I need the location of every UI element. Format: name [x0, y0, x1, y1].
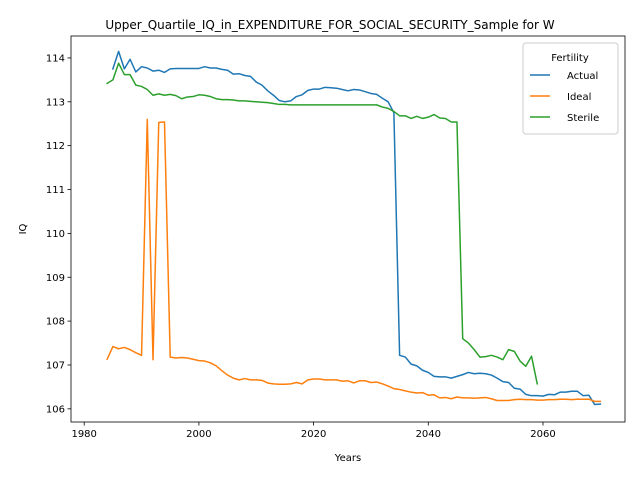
- y-tick-label: 108: [46, 317, 65, 328]
- x-tick-label: 2060: [530, 429, 555, 440]
- series-line-actual: [111, 50, 602, 406]
- x-axis-label: Years: [334, 453, 361, 464]
- x-tick-label: 2020: [301, 429, 326, 440]
- x-tick-label: 1980: [71, 429, 96, 440]
- y-axis-label: IQ: [18, 223, 29, 234]
- legend-label-actual: Actual: [567, 71, 598, 82]
- y-tick-label: 111: [46, 185, 65, 196]
- axes-layer: 1980 2000 2020 2040 2060 106 107 108 109 110 111 11…: [46, 35, 626, 440]
- legend-label-sterile: Sterile: [567, 113, 599, 124]
- x-tick-label: 2000: [186, 429, 211, 440]
- y-tick-label: 106: [46, 404, 65, 415]
- y-tick-label: 113: [46, 97, 65, 108]
- y-tick-label: 112: [46, 141, 65, 152]
- plot-frame: [70, 35, 626, 423]
- y-tick-label: 114: [46, 53, 65, 64]
- y-tick-label: 110: [46, 229, 65, 240]
- chart-title: Upper_Quartile_IQ_in_EXPENDITURE_FOR_SOC…: [105, 18, 554, 32]
- legend-title: Fertility: [551, 53, 589, 64]
- series-line-sterile: [106, 62, 539, 385]
- y-tick-label: 107: [46, 360, 65, 371]
- y-tick-label: 109: [46, 273, 65, 284]
- series-line-ideal: [106, 118, 602, 403]
- legend-label-ideal: Ideal: [567, 92, 591, 103]
- x-tick-label: 2040: [416, 429, 441, 440]
- legend-frame: [522, 42, 619, 135]
- series-layer: [106, 50, 602, 406]
- legend: Fertility Actual Ideal Sterile: [522, 42, 619, 135]
